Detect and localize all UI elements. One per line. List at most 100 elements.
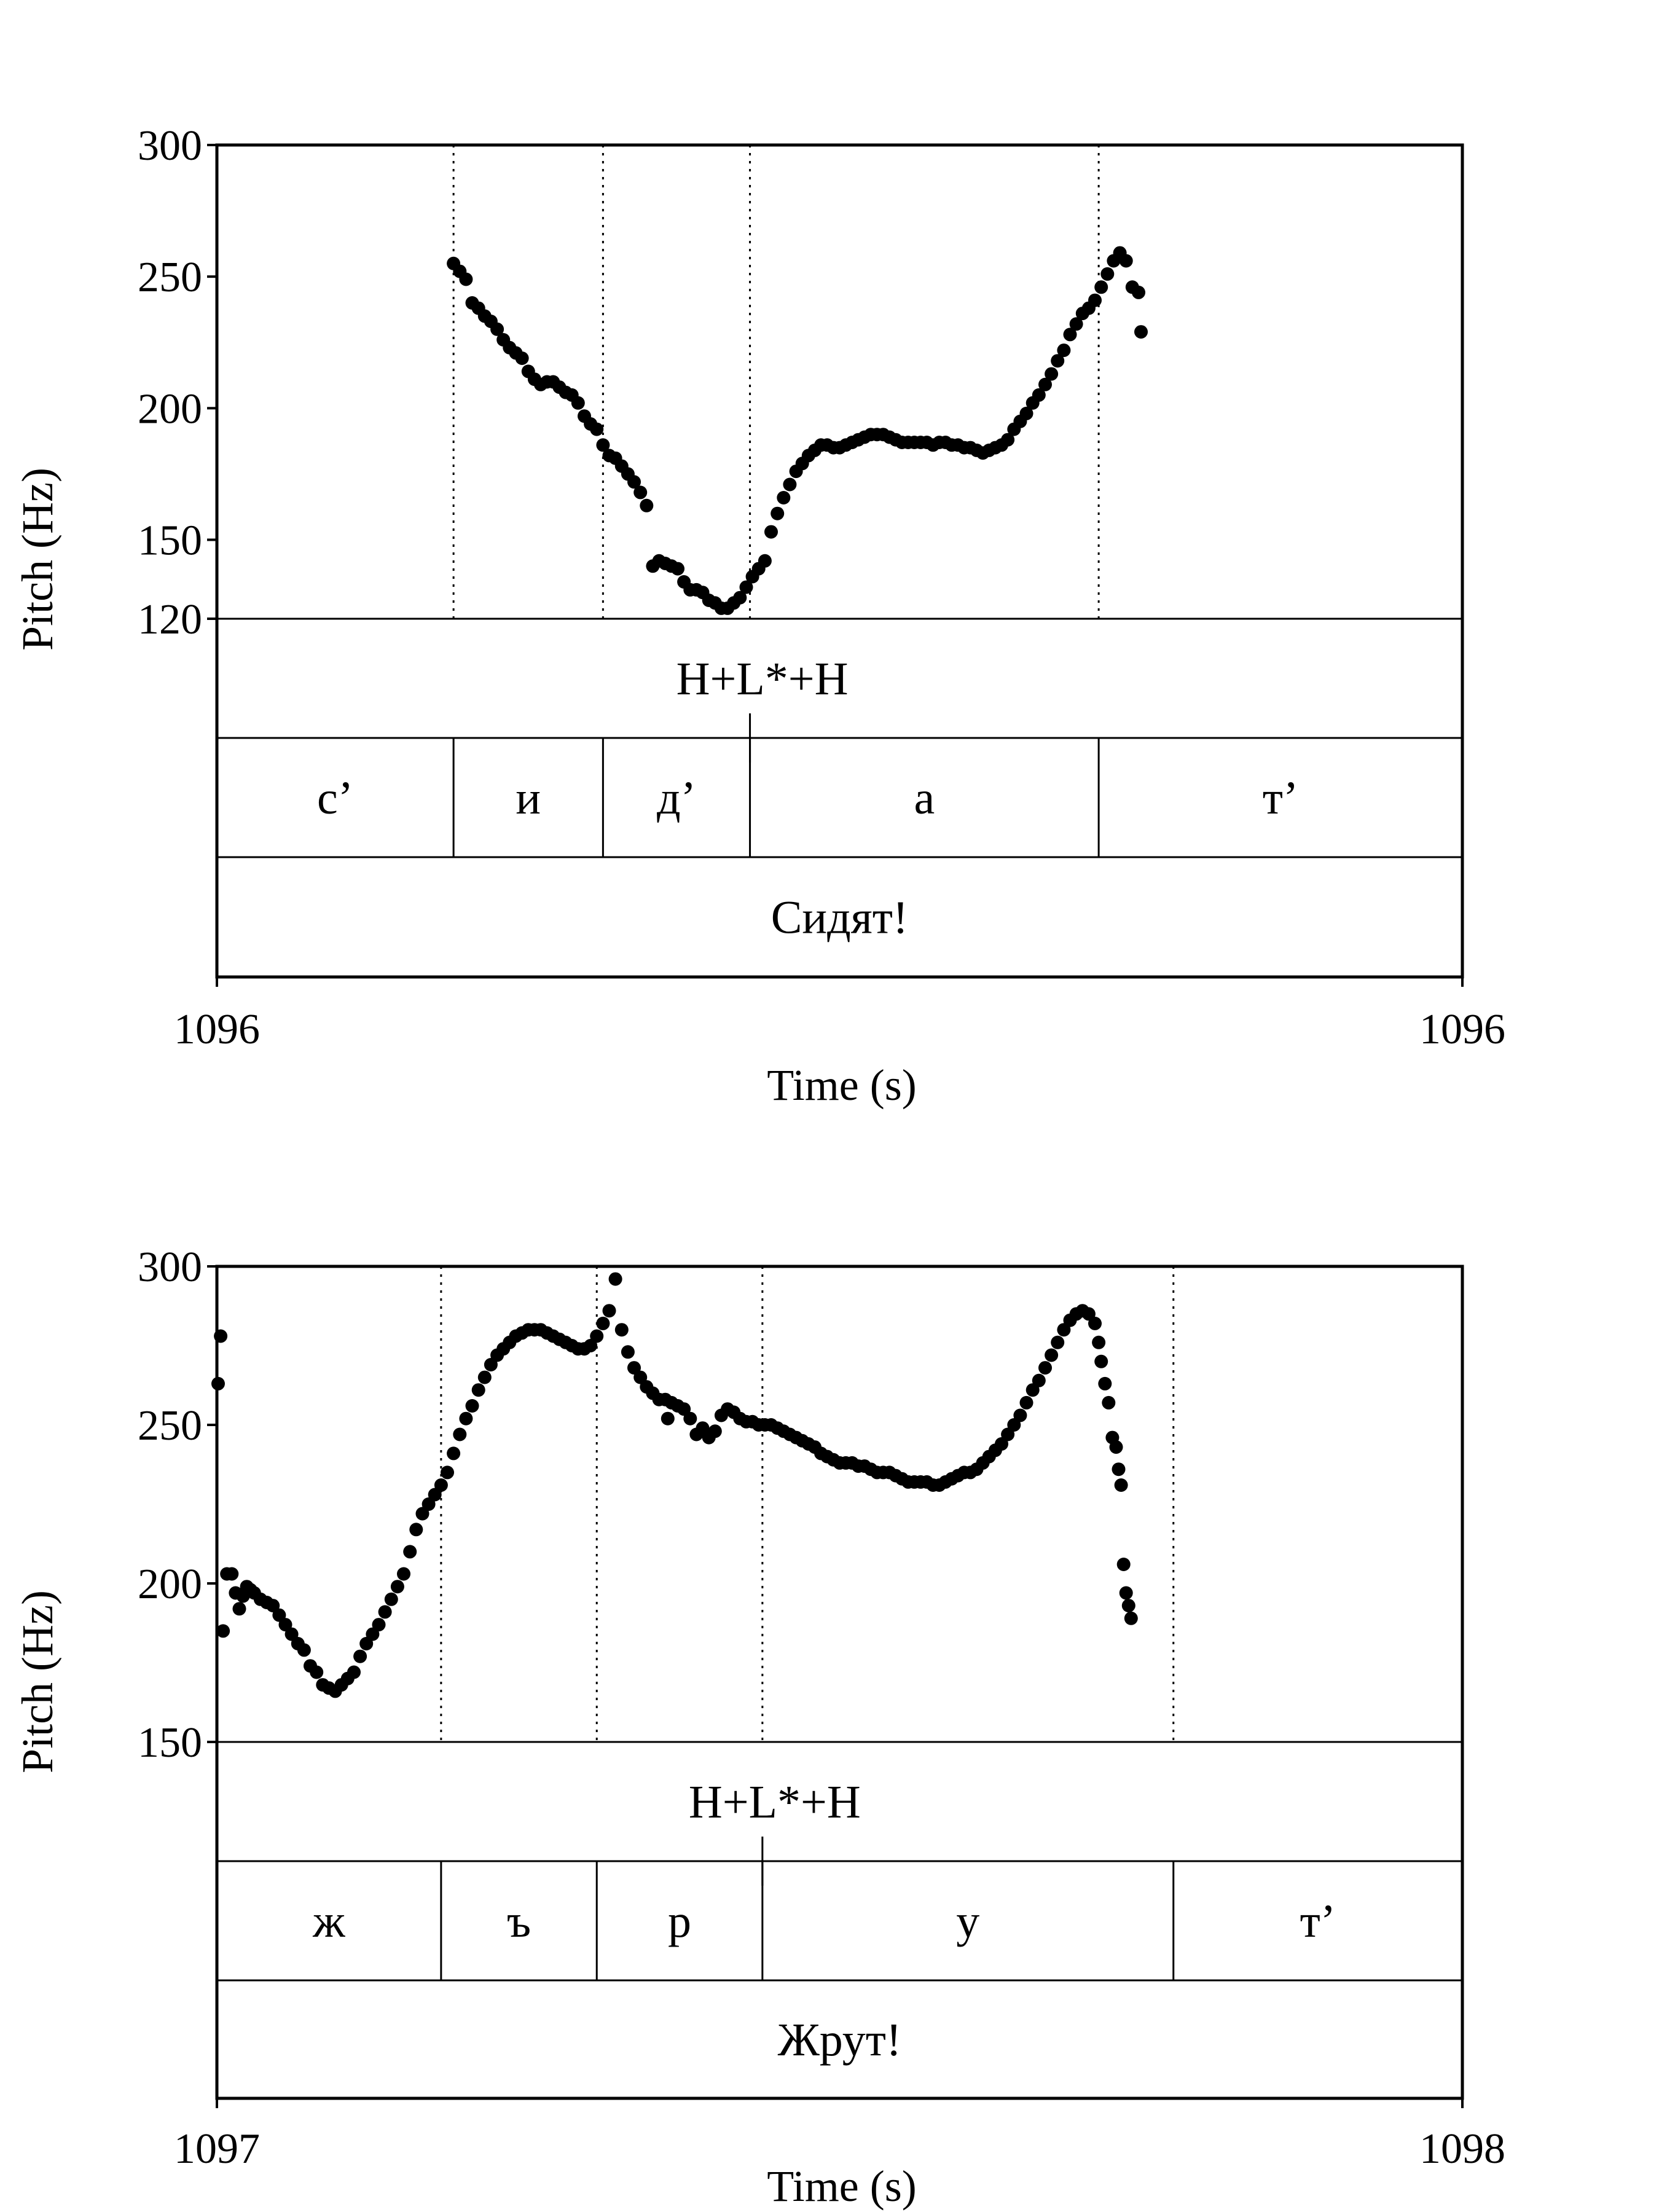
panel-2-pitch-point xyxy=(1081,1307,1096,1321)
panel-2-pitch-point xyxy=(1038,1361,1052,1375)
panel-2-pitch-point xyxy=(661,1411,675,1426)
panel-2-pitch-point xyxy=(1057,1323,1071,1337)
panel-2-pitch-point xyxy=(1124,1611,1138,1625)
panel-1-y-tick-label-2: 200 xyxy=(138,385,202,433)
panel-1-pitch-point xyxy=(1094,280,1108,294)
panel-2-pitch-point xyxy=(1088,1316,1102,1330)
panel-2-pitch-point xyxy=(1098,1376,1112,1390)
panel-2-pitch-point xyxy=(471,1383,485,1397)
panel-1-y-axis-label: Pitch (Hz) xyxy=(13,468,62,651)
panel-2-pitch-point xyxy=(347,1665,361,1679)
panel-2-pitch-point xyxy=(447,1446,461,1461)
panel-2-pitch-point xyxy=(1119,1586,1133,1600)
panel-2-pitch-point xyxy=(1116,1558,1131,1571)
panel-1-y-ticks: 120 150 200 250 300 xyxy=(138,122,217,643)
panel-1-points xyxy=(447,246,1148,615)
panel-1-pitch-point xyxy=(640,498,654,512)
panel-2-pitch-point xyxy=(683,1411,697,1426)
panel-2-x-axis-label: Time (s) xyxy=(767,2162,916,2211)
panel-1-y-tick-label-1: 150 xyxy=(138,517,202,565)
panel-1-pitch-point xyxy=(1045,367,1059,381)
panel-2-pitch-point xyxy=(211,1376,225,1390)
panel-1-pitch-point xyxy=(1119,254,1133,268)
panel-2-pitch-point xyxy=(477,1370,492,1384)
panel-2-pitch-point xyxy=(459,1411,473,1426)
panel-2-pitch-point xyxy=(708,1424,722,1438)
panel-2-pitch-point xyxy=(1114,1478,1128,1492)
panel-2-tier-texts: H+L*+H ж ъ р у т’ Жрут! xyxy=(312,1776,1336,2066)
panel-2-pitch-point xyxy=(266,1599,280,1613)
panel-2-pitch-point xyxy=(453,1427,467,1441)
panel-1-pitch-point xyxy=(627,475,641,489)
panel-2-pitch-point xyxy=(1013,1408,1027,1422)
panel-2-pitch-point xyxy=(403,1545,417,1559)
panel-2-pitch-point xyxy=(278,1618,292,1632)
panel-2-pitch-point xyxy=(1019,1395,1033,1410)
panel-1-pitch-point xyxy=(596,438,610,452)
panel-2-x-ticks xyxy=(216,2098,1464,2108)
panel-2-pitch-point xyxy=(372,1618,386,1632)
panel-2-pitch-point xyxy=(1032,1373,1046,1387)
panel-1-segment-label-1: и xyxy=(516,772,541,824)
panel-2-pitch-point xyxy=(378,1605,392,1619)
panel-2-pitch-point xyxy=(214,1329,228,1343)
panel-1-pitch-point xyxy=(671,562,684,576)
panel-1-tier-texts: H+L*+H с’ и д’ а т’ Сидят! xyxy=(317,653,1298,944)
panel-1-y-tick-label-0: 120 xyxy=(138,596,202,643)
panel-2-pitch-point xyxy=(1051,1335,1065,1349)
panel-1-tone-label: H+L*+H xyxy=(677,653,849,705)
panel-2-pitch-point xyxy=(397,1567,410,1581)
panel-1-pitch-point xyxy=(1019,406,1033,420)
panel-2-y-ticks: 150 200 250 300 xyxy=(138,1244,217,1767)
panel-2-pitch-point xyxy=(1001,1427,1015,1441)
panel-2-pitch-point xyxy=(216,1624,230,1638)
panel-1-pitch-point xyxy=(590,422,604,436)
panel-1: 120 150 200 250 300 H+L*+H с’ и д’ а т’ Сидят! Pit… xyxy=(13,122,1505,1110)
panel-1-x-axis-label: Time (s) xyxy=(767,1061,916,1110)
panel-2-pitch-point xyxy=(1109,1440,1123,1454)
panel-1-pitch-point xyxy=(1088,293,1102,307)
panel-1-pitch-point xyxy=(1032,388,1046,402)
panel-1-pitch-point xyxy=(571,396,585,410)
panel-1-pitch-point xyxy=(1051,354,1065,368)
panel-2-pitch-point xyxy=(596,1316,610,1330)
panel-1-pitch-point xyxy=(459,272,473,286)
panel-2-pitch-point xyxy=(310,1665,324,1679)
panel-1-pitch-point xyxy=(1001,433,1015,447)
panel-2-pitch-point xyxy=(995,1437,1008,1451)
panel-1-segment-label-3: а xyxy=(914,772,935,824)
panel-2-pitch-point xyxy=(428,1488,442,1502)
panel-2-pitch-point xyxy=(590,1329,604,1343)
panel-1-pitch-point xyxy=(758,554,772,568)
panel-2-segment-label-3: у xyxy=(956,1896,979,1947)
panel-1-pitch-point xyxy=(783,477,797,492)
panel-2-tier-lines xyxy=(217,1741,1462,1982)
panel-2-pitch-point xyxy=(441,1465,454,1480)
panel-2-pitch-point xyxy=(232,1602,246,1616)
panel-1-pitch-point xyxy=(490,322,504,336)
panel-2-frame xyxy=(215,1265,1464,2100)
panel-1-y-tick-label-3: 250 xyxy=(138,254,202,301)
panel-2-word-label: Жрут! xyxy=(778,2014,902,2066)
panel-2-pitch-point xyxy=(366,1627,380,1641)
panel-2-pitch-point xyxy=(1092,1335,1106,1349)
panel-1-frame xyxy=(215,143,1464,979)
panel-2-pitch-point xyxy=(621,1345,635,1359)
panel-2-pitch-point xyxy=(677,1402,691,1416)
panel-2-segment-label-1: ъ xyxy=(507,1896,531,1947)
panel-2-pitch-point xyxy=(415,1507,429,1521)
panel-1-pitch-point xyxy=(1057,343,1071,358)
panel-1-pitch-point xyxy=(1038,377,1052,391)
panel-2-pitch-point xyxy=(627,1361,641,1375)
panel-2: 150 200 250 300 H+L*+H ж ъ р у т’ Жрут! Pitch (Hz… xyxy=(13,1244,1505,2211)
panel-2-pitch-point xyxy=(390,1580,404,1594)
panel-2-x-tick-start: 1097 xyxy=(174,2125,260,2173)
panel-2-segment-label-2: р xyxy=(668,1896,691,1947)
panel-2-x-tick-end: 1098 xyxy=(1419,2125,1505,2173)
panel-2-pitch-point xyxy=(1094,1354,1108,1368)
panel-2-pitch-point xyxy=(1007,1418,1021,1432)
panel-1-pitch-point xyxy=(1134,325,1148,339)
panel-2-y-tick-label-0: 150 xyxy=(138,1719,202,1767)
panel-1-pitch-point xyxy=(1063,327,1077,342)
